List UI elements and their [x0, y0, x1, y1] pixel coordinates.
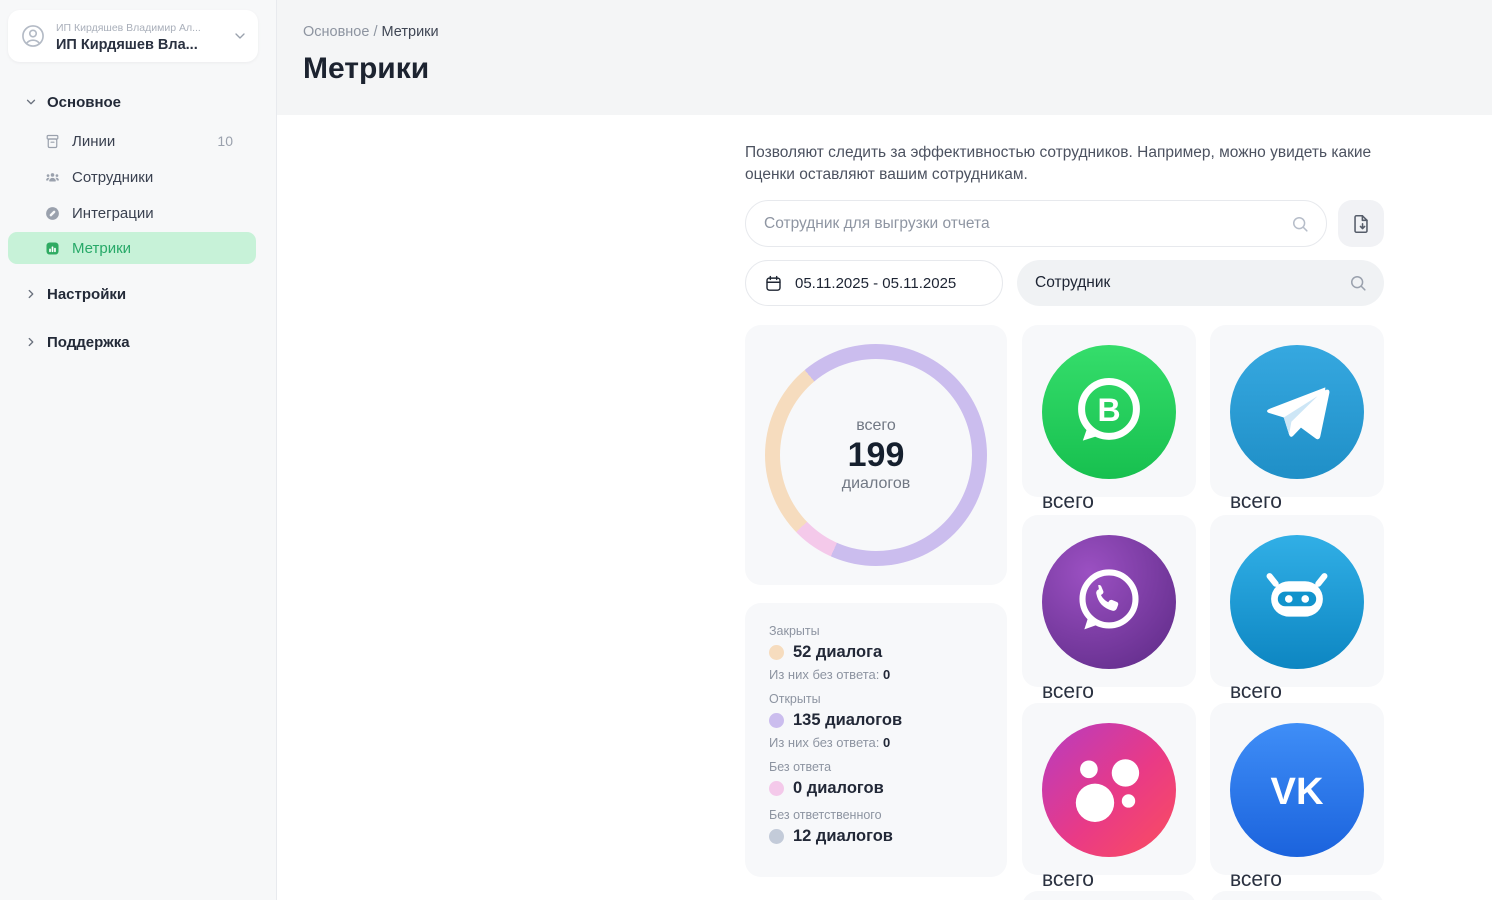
avito-icon	[1042, 723, 1176, 857]
donut-total-value: 199	[847, 435, 905, 474]
dialogs-donut-card: всего 199 диалогов	[745, 325, 1007, 585]
employee-filter-select[interactable]: Сотрудник	[1017, 260, 1384, 306]
channel-card-avito: всего 0 Из них 0 открыты	[1022, 703, 1196, 900]
noassignee-color-dot	[769, 829, 784, 844]
channel-total-label: всего	[1230, 490, 1282, 513]
sidebar: ИП Кирдяшев Владимир Ал... ИП Кирдяшев В…	[0, 0, 277, 900]
company-name-full: ИП Кирдяшев Владимир Ал...	[56, 22, 201, 34]
section-label: Настройки	[47, 285, 127, 303]
date-range-value: 05.11.2025 - 05.11.2025	[795, 274, 957, 292]
sidebar-item-lines[interactable]: Линии 10	[0, 126, 277, 156]
sidebar-section-settings[interactable]: Настройки	[0, 282, 126, 306]
vk-icon: VK	[1230, 723, 1364, 857]
metrics-icon	[44, 240, 61, 257]
people-icon	[44, 169, 61, 186]
sidebar-item-label: Сотрудники	[72, 168, 154, 186]
summary-noanswer-row: 0 диалогов	[769, 779, 983, 798]
search-icon	[1290, 214, 1310, 234]
viber-icon	[1042, 535, 1176, 669]
chat-bot-icon	[1230, 535, 1364, 669]
report-employee-search[interactable]	[745, 200, 1327, 247]
chevron-right-icon	[24, 287, 38, 301]
section-label: Поддержка	[47, 333, 130, 351]
summary-noassignee-value: 12 диалогов	[793, 827, 893, 845]
dialogs-donut-chart	[765, 344, 987, 566]
summary-closed-row: 52 диалога	[769, 643, 983, 662]
file-download-icon	[1354, 214, 1368, 233]
page-header: Основное / Метрики Метрики	[277, 0, 1492, 115]
summary-open-value: 135 диалогов	[793, 711, 903, 729]
channel-total-label: всего	[1042, 868, 1094, 891]
summary-noanswer-label: Без ответа	[769, 760, 832, 774]
summary-open-sub: Из них без ответа: 0	[769, 735, 891, 750]
sidebar-item-label: Метрики	[72, 239, 132, 257]
breadcrumb-current: Метрики	[381, 24, 439, 40]
breadcrumb-separator: /	[373, 24, 378, 40]
sidebar-item-employees[interactable]: Сотрудники	[0, 162, 277, 192]
svg-text:B: B	[1097, 392, 1120, 428]
open-color-dot	[769, 713, 784, 728]
breadcrumb: Основное / Метрики	[303, 24, 439, 40]
chevron-down-icon	[24, 95, 38, 109]
noanswer-color-dot	[769, 781, 784, 796]
whatsapp-business-icon: B	[1042, 345, 1176, 479]
integrations-icon	[44, 205, 61, 222]
chevron-right-icon	[24, 335, 38, 349]
telegram-icon	[1230, 345, 1364, 479]
company-names: ИП Кирдяшев Владимир Ал... ИП Кирдяшев В…	[56, 18, 232, 54]
avatar-icon	[20, 23, 46, 49]
channel-card-telegram: всего 52 Из них 39 открыты	[1210, 325, 1384, 574]
page-title: Метрики	[303, 52, 430, 85]
sidebar-section-support[interactable]: Поддержка	[0, 330, 130, 354]
summary-noanswer-value: 0 диалогов	[793, 779, 884, 797]
breadcrumb-root[interactable]: Основное	[303, 24, 370, 40]
date-range-picker[interactable]: 05.11.2025 - 05.11.2025	[745, 260, 1003, 306]
channel-card-chatbot: всего 49 Из них 37 открыты	[1210, 515, 1384, 764]
employee-filter-value: Сотрудник	[1035, 274, 1111, 291]
sidebar-item-label: Интеграции	[72, 204, 154, 222]
channel-card-partial	[1022, 891, 1196, 900]
sidebar-item-metrics[interactable]: Метрики	[8, 232, 256, 264]
summary-noassignee-label: Без ответственного	[769, 808, 882, 822]
sidebar-section-main[interactable]: Основное	[0, 90, 121, 114]
company-selector[interactable]: ИП Кирдяшев Владимир Ал... ИП Кирдяшев В…	[8, 10, 258, 62]
section-label: Основное	[47, 93, 122, 111]
donut-label-top: всего	[856, 416, 896, 434]
donut-center-label: всего 199 диалогов	[745, 325, 1007, 585]
channel-total-label: всего	[1042, 680, 1094, 703]
summary-open-row: 135 диалогов	[769, 711, 983, 730]
sidebar-item-label: Линии	[72, 132, 116, 150]
dialogs-summary-card: Закрыты 52 диалога Из них без ответа: 0 …	[745, 603, 1007, 877]
metrics-description: Позволяют следить за эффективностью сотр…	[745, 144, 1372, 183]
company-name: ИП Кирдяшев Вла...	[56, 37, 198, 53]
calendar-icon	[766, 275, 781, 291]
search-icon	[1348, 273, 1368, 293]
channel-card-partial	[1210, 891, 1384, 900]
lines-icon	[44, 133, 61, 150]
summary-closed-label: Закрыты	[769, 624, 820, 638]
closed-color-dot	[769, 645, 784, 660]
sidebar-item-integrations[interactable]: Интеграции	[0, 198, 277, 228]
donut-label-bottom: диалогов	[841, 475, 911, 493]
lines-count-badge: 10	[217, 133, 233, 149]
channel-total-label: всего	[1230, 868, 1282, 891]
report-employee-search-input[interactable]	[764, 214, 1290, 233]
channel-card-viber: всего 0 Из них 0 открыты	[1022, 515, 1196, 764]
export-report-button[interactable]	[1338, 200, 1384, 247]
svg-text:VK: VK	[1271, 771, 1324, 813]
channel-total-label: всего	[1230, 680, 1282, 703]
channel-total-label: всего	[1042, 490, 1094, 513]
summary-closed-value: 52 диалога	[793, 643, 883, 661]
chevron-down-icon	[232, 28, 248, 44]
summary-noassignee-row: 12 диалогов	[769, 827, 983, 846]
summary-open-label: Открыты	[769, 692, 821, 706]
channel-card-whatsapp: B всего 61 Из них 40 открыты	[1022, 325, 1196, 574]
channel-card-vk: VK всего 0 Из них 0 открыты	[1210, 703, 1384, 900]
summary-closed-sub: Из них без ответа: 0	[769, 667, 891, 682]
